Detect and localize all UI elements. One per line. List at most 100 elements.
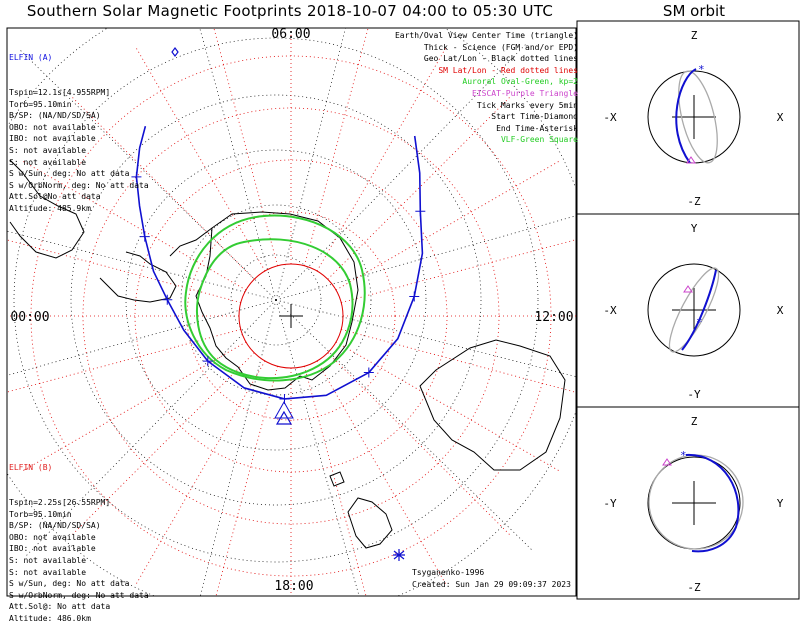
chart-title: Southern Solar Magnetic Footprints 2018-… xyxy=(26,2,554,20)
legend-entry: Auroral Oval-Green, kp=2 xyxy=(462,77,578,87)
track-markers xyxy=(171,47,405,561)
auroral-oval xyxy=(184,214,366,382)
orbit-panel-yz: Z -Z -Y Y * xyxy=(603,415,783,594)
oval-poleward xyxy=(184,214,366,382)
legend-entry: Thick - Science (FGM and/or EPD) xyxy=(423,42,578,52)
elfin-a-header: ELFIN (A) xyxy=(9,53,53,63)
elfin-b-line: Altitude: 486.0km xyxy=(9,613,91,623)
track-line xyxy=(135,126,424,400)
new-zealand-outline xyxy=(347,497,393,549)
elfin-a-line: Altitude: 485.9km xyxy=(9,203,91,213)
orbit-panel-frame xyxy=(576,20,800,600)
orbit-front xyxy=(685,453,740,553)
geo-lon-meridian xyxy=(200,299,277,596)
continent-outlines xyxy=(9,159,566,549)
elfin-b-line: S w/OrbNorm, deg: No att data xyxy=(9,590,149,600)
elfin-a-line: B/SP: (NA/ND/SD/SA) xyxy=(9,111,101,121)
track-tick xyxy=(409,291,420,302)
polar-plot: 06:00 00:00 12:00 18:00 Z -Z -X X * Y -Y -X X * … xyxy=(6,20,800,600)
elfin-a-line: IBO: not available xyxy=(9,134,96,144)
orbit-axis-label: -X xyxy=(603,111,617,124)
sm-mlt-meridian xyxy=(316,45,448,272)
earth-circle xyxy=(647,263,741,357)
geo-lat-ring xyxy=(13,37,539,563)
polar-frame xyxy=(6,27,577,597)
sm-mlt-meridian xyxy=(70,95,255,280)
south-america-outline xyxy=(99,251,177,303)
legend-entry: Earth/Oval View Center Time (triangle) xyxy=(394,31,578,40)
elfin-a-line: Torb=95.10min xyxy=(9,99,72,109)
geo-lon-meridian xyxy=(24,299,277,558)
orbit-axis-label: -Y xyxy=(687,388,701,401)
elfin-b-line: OBO: not available xyxy=(9,532,96,542)
orbit-axis-label: X xyxy=(777,304,784,317)
center-triangle-2 xyxy=(274,400,294,419)
orbit-triangle xyxy=(662,458,672,466)
australia-outline xyxy=(419,339,566,471)
legend-entry: Geo Lat/Lon - Black dotted lines xyxy=(423,54,578,64)
peninsula-outline xyxy=(169,227,213,257)
sm-mlt-meridian xyxy=(20,341,247,473)
elfin-b-lines: Tspin=2.25s[26.55RPM] Torb=95.10min B/SP: … xyxy=(9,497,149,625)
sm-mlt-meridian xyxy=(213,28,278,266)
mlt-label-12: 12:00 xyxy=(534,310,573,325)
track-tick xyxy=(162,294,173,305)
tasmania-outline xyxy=(329,471,345,487)
sm-mlt-meridian xyxy=(20,159,247,291)
orbit-axis-label: Y xyxy=(777,497,784,510)
elfin-a-line: OBO: not available xyxy=(9,122,96,132)
elfin-a-info: ELFIN (A) Tspin=12.1s[4.955RPM] Torb=95.1… xyxy=(9,29,149,226)
geo-lon-meridian xyxy=(18,48,277,301)
sm-grid xyxy=(7,28,576,596)
track-tick xyxy=(131,171,142,182)
elfin-b-line: IBO: not available xyxy=(9,544,96,554)
track-tick xyxy=(363,367,374,378)
sm-mlt-meridian xyxy=(327,95,512,280)
geo-lat-ring xyxy=(70,94,482,506)
orbit-triangle xyxy=(683,285,693,293)
elfin-b-line: S w/Sun, deg: No att data xyxy=(9,579,130,589)
legend-entry: Tick Marks every 5min xyxy=(476,100,578,110)
geo-lon-meridian xyxy=(275,42,528,301)
orbit-back xyxy=(678,70,718,164)
orbit-title: SM orbit xyxy=(662,2,726,20)
geo-lon-meridian xyxy=(275,215,576,301)
sm-mlt-meridian xyxy=(341,329,576,393)
credit-author: Tsyganenko-1996 xyxy=(412,568,485,577)
elfin-a-track xyxy=(135,126,424,400)
africa-outline xyxy=(9,159,85,259)
sm-mlt-meridian xyxy=(134,360,266,587)
geo-lat-ring xyxy=(180,204,372,396)
legend: Earth/Oval View Center Time (triangle) Th… xyxy=(395,30,578,146)
legend-entry: SM Lat/Lon - Red dotted lines xyxy=(438,65,578,75)
elfin-a-line: S w/OrbNorm, deg: No att data xyxy=(9,180,149,190)
geo-lon-meridian xyxy=(275,299,576,377)
elfin-b-line: S: not available xyxy=(9,555,87,565)
track-tick xyxy=(202,356,213,367)
elfin-b-header: ELFIN (B) xyxy=(9,463,53,473)
elfin-a-line: Tspin=12.1s[4.955RPM] xyxy=(9,87,111,97)
geo-lon-meridian xyxy=(275,299,534,552)
orbit-front xyxy=(675,68,697,164)
track-tick xyxy=(139,231,150,242)
sm-mlt-meridian xyxy=(134,45,266,272)
sm-mlt-meridian xyxy=(316,360,448,587)
orbit-triangle xyxy=(686,156,696,164)
credit-created: Created: Sun Jan 29 09:09:37 2023 xyxy=(412,580,571,589)
orbit-panel-xz: Z -Z -X X * xyxy=(603,29,783,208)
elfin-a-lines: Tspin=12.1s[4.955RPM] Torb=95.10min B/SP: … xyxy=(9,87,149,215)
orbit-axis-label: X xyxy=(777,111,784,124)
orbit-panel-xy: Y -Y -X X * xyxy=(603,222,783,401)
legend-entry: End Time-Asterisk xyxy=(496,123,578,133)
orbit-back xyxy=(668,267,720,353)
elfin-b-line: B/SP: (NA/ND/SD/SA) xyxy=(9,521,101,531)
elfin-b-line: S: not available xyxy=(9,567,87,577)
start-diamond xyxy=(171,47,179,57)
elfin-a-line: S: not available xyxy=(9,145,87,155)
geo-lon-meridian xyxy=(199,28,277,301)
geo-lat-ring xyxy=(125,149,427,451)
sm-mlt-meridian xyxy=(335,159,562,291)
orbit-asterisk: * xyxy=(698,63,705,76)
mlt-label-18: 18:00 xyxy=(274,579,313,594)
sm-mlt-meridian xyxy=(335,341,562,473)
